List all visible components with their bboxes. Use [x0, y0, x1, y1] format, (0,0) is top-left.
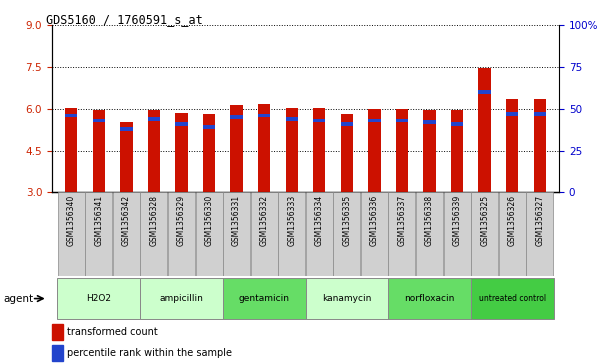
FancyBboxPatch shape — [196, 192, 222, 276]
Bar — [396, 110, 408, 192]
Bar — [175, 122, 188, 126]
FancyBboxPatch shape — [57, 192, 85, 276]
Text: GSM1356335: GSM1356335 — [342, 195, 351, 246]
Bar — [368, 119, 381, 122]
Text: norfloxacin: norfloxacin — [404, 294, 455, 303]
Bar — [451, 122, 463, 126]
Text: GSM1356332: GSM1356332 — [260, 195, 269, 246]
FancyBboxPatch shape — [278, 192, 306, 276]
Bar — [120, 122, 133, 192]
Bar — [396, 119, 408, 122]
Bar — [313, 107, 326, 192]
Bar — [93, 110, 105, 192]
FancyBboxPatch shape — [57, 278, 140, 319]
Bar — [285, 117, 298, 121]
Bar — [203, 114, 215, 192]
Bar — [175, 113, 188, 192]
Bar — [368, 110, 381, 192]
Bar — [451, 110, 463, 192]
Text: GSM1356337: GSM1356337 — [398, 195, 406, 246]
Bar — [93, 119, 105, 122]
Bar — [533, 112, 546, 116]
Bar — [65, 108, 78, 192]
Bar — [258, 104, 270, 192]
FancyBboxPatch shape — [471, 192, 498, 276]
Text: GSM1356325: GSM1356325 — [480, 195, 489, 246]
Bar — [148, 110, 160, 192]
Text: GSM1356339: GSM1356339 — [453, 195, 461, 246]
Text: ampicillin: ampicillin — [159, 294, 203, 303]
FancyBboxPatch shape — [251, 192, 277, 276]
FancyBboxPatch shape — [86, 192, 112, 276]
Bar — [423, 121, 436, 124]
FancyBboxPatch shape — [223, 278, 306, 319]
Text: GDS5160 / 1760591_s_at: GDS5160 / 1760591_s_at — [46, 13, 203, 26]
FancyBboxPatch shape — [334, 192, 360, 276]
FancyBboxPatch shape — [113, 192, 140, 276]
Bar — [506, 112, 518, 116]
FancyBboxPatch shape — [388, 278, 471, 319]
Text: GSM1356341: GSM1356341 — [94, 195, 103, 246]
Text: GSM1356334: GSM1356334 — [315, 195, 324, 246]
Text: kanamycin: kanamycin — [322, 294, 371, 303]
Bar — [65, 114, 78, 117]
Bar — [52, 345, 63, 361]
Text: GSM1356327: GSM1356327 — [535, 195, 544, 246]
Text: GSM1356329: GSM1356329 — [177, 195, 186, 246]
Bar — [506, 99, 518, 192]
Text: percentile rank within the sample: percentile rank within the sample — [67, 348, 232, 358]
Bar — [120, 127, 133, 131]
Bar — [341, 122, 353, 126]
FancyBboxPatch shape — [444, 192, 470, 276]
Text: GSM1356333: GSM1356333 — [287, 195, 296, 246]
Text: agent: agent — [3, 294, 33, 303]
Text: GSM1356340: GSM1356340 — [67, 195, 76, 246]
Bar — [285, 107, 298, 192]
FancyBboxPatch shape — [416, 192, 443, 276]
Bar — [341, 114, 353, 192]
Text: GSM1356331: GSM1356331 — [232, 195, 241, 246]
Text: GSM1356330: GSM1356330 — [205, 195, 213, 246]
Bar — [52, 324, 63, 340]
FancyBboxPatch shape — [223, 192, 250, 276]
Bar — [423, 110, 436, 192]
Text: untreated control: untreated control — [478, 294, 546, 303]
Text: GSM1356338: GSM1356338 — [425, 195, 434, 246]
Bar — [313, 119, 326, 122]
FancyBboxPatch shape — [471, 278, 554, 319]
FancyBboxPatch shape — [141, 192, 167, 276]
FancyBboxPatch shape — [306, 278, 388, 319]
FancyBboxPatch shape — [499, 192, 525, 276]
Bar — [203, 126, 215, 129]
Bar — [478, 68, 491, 192]
Text: transformed count: transformed count — [67, 327, 158, 337]
Bar — [478, 90, 491, 94]
Bar — [230, 105, 243, 192]
Bar — [258, 114, 270, 117]
FancyBboxPatch shape — [389, 192, 415, 276]
Bar — [148, 117, 160, 121]
FancyBboxPatch shape — [140, 278, 223, 319]
FancyBboxPatch shape — [361, 192, 388, 276]
FancyBboxPatch shape — [306, 192, 333, 276]
Text: gentamicin: gentamicin — [239, 294, 290, 303]
Bar — [230, 115, 243, 119]
Text: GSM1356326: GSM1356326 — [508, 195, 517, 246]
Text: GSM1356328: GSM1356328 — [150, 195, 158, 246]
Bar — [533, 99, 546, 192]
Text: GSM1356342: GSM1356342 — [122, 195, 131, 246]
FancyBboxPatch shape — [526, 192, 554, 276]
Text: H2O2: H2O2 — [86, 294, 111, 303]
Text: GSM1356336: GSM1356336 — [370, 195, 379, 246]
FancyBboxPatch shape — [168, 192, 195, 276]
